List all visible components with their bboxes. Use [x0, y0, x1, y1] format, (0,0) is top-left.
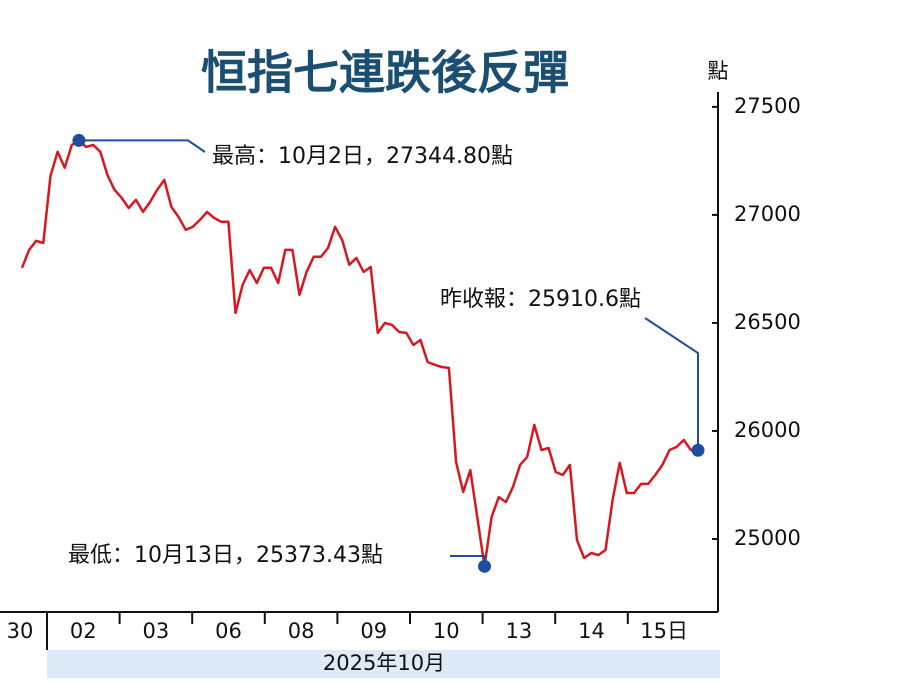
key-point	[72, 133, 86, 147]
x-tick-label: 13	[506, 619, 533, 643]
chart-title: 恒指七連跌後反彈	[201, 46, 569, 100]
y-tick-label: 27500	[734, 94, 801, 118]
leader-line	[644, 317, 699, 451]
y-tick-label: 25000	[734, 526, 801, 550]
y-axis-unit: 點	[708, 59, 729, 83]
x-tick-label: 09	[360, 619, 387, 643]
y-tick-label: 27000	[734, 202, 801, 226]
x-tick-label: 14	[578, 619, 605, 643]
annotation: 昨收報：25910.6點	[440, 287, 641, 312]
x-tick-label: 02	[70, 619, 97, 643]
leader-line	[78, 139, 206, 153]
key-point	[691, 443, 705, 457]
x-axis-title: 2025年10月	[323, 651, 445, 675]
y-tick-label: 26500	[734, 310, 801, 334]
x-tick-label: 10	[433, 619, 460, 643]
key-point	[478, 559, 492, 573]
x-axis-band	[47, 650, 720, 678]
x-tick-label: 08	[288, 619, 315, 643]
x-tick-label: 06	[215, 619, 242, 643]
x-tick-label: 03	[143, 619, 170, 643]
x-tick-label: 30	[7, 619, 34, 643]
y-tick-label: 26000	[734, 418, 801, 442]
annotation: 最高：10月2日，27344.80點	[212, 144, 513, 169]
annotation: 最低：10月13日，25373.43點	[68, 543, 383, 568]
x-tick-label: 15日	[640, 619, 688, 643]
price-line	[20, 139, 699, 568]
